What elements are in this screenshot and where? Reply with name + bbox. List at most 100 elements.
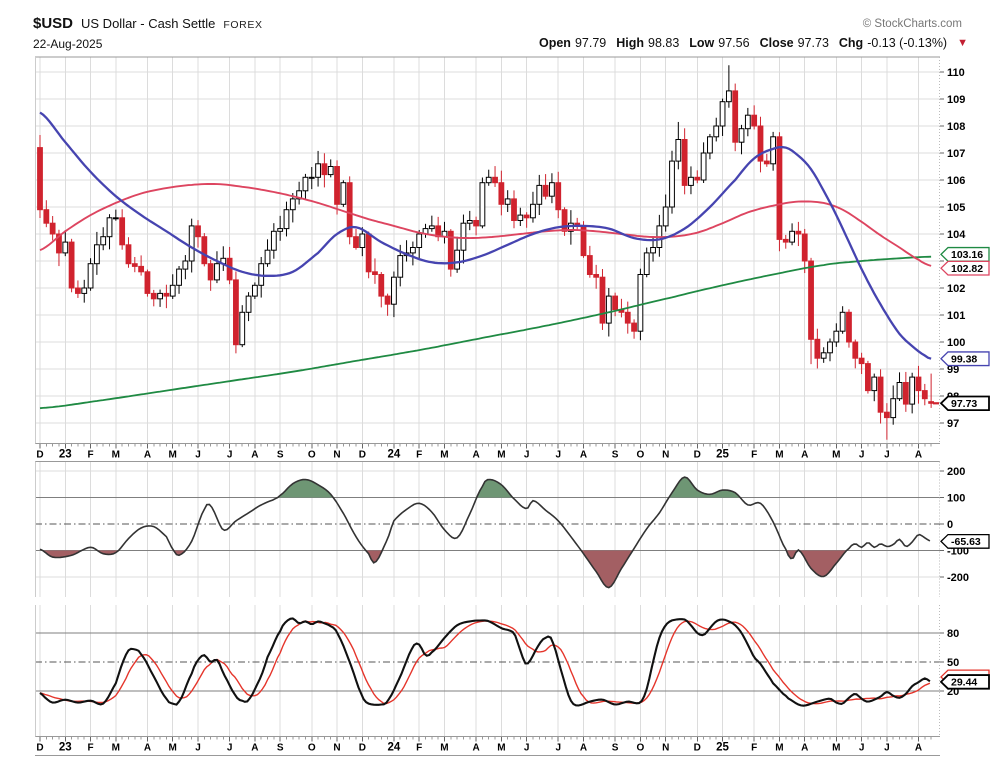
svg-text:D: D: [36, 450, 43, 461]
svg-text:A: A: [580, 743, 587, 754]
svg-text:102: 102: [947, 283, 965, 295]
svg-text:M: M: [775, 450, 783, 461]
svg-text:25: 25: [716, 742, 729, 754]
svg-text:J: J: [859, 450, 865, 461]
svg-text:S: S: [277, 743, 284, 754]
quote-open: Open 97.79: [539, 36, 606, 50]
candlestick-layer: [37, 65, 935, 440]
open-value: 97.79: [574, 36, 607, 50]
svg-text:A: A: [144, 743, 151, 754]
svg-text:99: 99: [947, 364, 959, 376]
svg-text:108: 108: [947, 121, 965, 133]
svg-text:104: 104: [947, 229, 966, 241]
svg-text:23: 23: [59, 449, 72, 461]
svg-text:N: N: [333, 450, 340, 461]
quote-low: Low 97.56: [689, 36, 749, 50]
svg-text:A: A: [915, 743, 922, 754]
svg-text:F: F: [751, 743, 757, 754]
copyright: © StockCharts.com: [862, 18, 962, 30]
svg-text:M: M: [440, 450, 448, 461]
svg-text:D: D: [36, 743, 43, 754]
svg-text:F: F: [416, 450, 422, 461]
svg-text:110: 110: [947, 67, 965, 79]
svg-text:M: M: [169, 743, 177, 754]
x-axis-labels: D D 23 23 F F M M A A M M J J J J A A S S O O N N D D 24 24 F F M M A A M M…: [36, 449, 922, 754]
close-label: Close: [759, 36, 794, 50]
svg-text:S: S: [612, 743, 619, 754]
svg-text:23: 23: [59, 742, 72, 754]
close-value: 97.73: [797, 36, 829, 50]
svg-text:109: 109: [947, 94, 965, 106]
svg-text:S: S: [277, 450, 284, 461]
svg-text:99.38: 99.38: [951, 354, 977, 366]
svg-text:A: A: [580, 450, 587, 461]
svg-text:M: M: [112, 743, 120, 754]
svg-text:A: A: [251, 743, 258, 754]
svg-text:J: J: [524, 450, 530, 461]
svg-text:A: A: [472, 743, 479, 754]
svg-text:S: S: [612, 450, 619, 461]
svg-text:O: O: [308, 743, 316, 754]
open-label: Open: [538, 36, 571, 50]
svg-text:A: A: [472, 450, 479, 461]
svg-text:F: F: [88, 743, 94, 754]
svg-text:107: 107: [947, 148, 965, 160]
svg-text:M: M: [112, 450, 120, 461]
svg-text:D: D: [359, 450, 366, 461]
svg-text:J: J: [884, 450, 890, 461]
svg-text:N: N: [662, 743, 669, 754]
svg-text:J: J: [227, 743, 233, 754]
svg-text:O: O: [637, 743, 645, 754]
low-value: 97.56: [718, 36, 750, 50]
high-label: High: [616, 36, 644, 50]
svg-text:-200: -200: [947, 572, 969, 584]
svg-text:97.73: 97.73: [951, 398, 977, 410]
svg-text:A: A: [801, 743, 808, 754]
stochastic-layer: [39, 617, 931, 707]
down-triangle-icon: ▼: [957, 36, 968, 49]
svg-text:-65.63: -65.63: [951, 536, 981, 548]
symbol: $USD: [33, 15, 74, 32]
svg-text:100: 100: [947, 493, 965, 505]
frame-layer: [35, 56, 940, 756]
grid-layer: [35, 57, 940, 737]
svg-text:A: A: [915, 450, 922, 461]
svg-text:F: F: [88, 450, 94, 461]
symbol-name: US Dollar - Cash Settle: [81, 16, 216, 31]
svg-text:M: M: [440, 743, 448, 754]
svg-text:D: D: [694, 450, 701, 461]
chart-date: 22-Aug-2025: [33, 37, 103, 51]
svg-text:J: J: [524, 743, 530, 754]
svg-text:M: M: [832, 450, 840, 461]
chart-header: $USD US Dollar - Cash Settle FOREX: [33, 15, 263, 32]
svg-text:F: F: [416, 743, 422, 754]
chg-value: -0.13 (-0.13%): [867, 36, 948, 50]
svg-text:97: 97: [947, 418, 959, 430]
svg-text:M: M: [832, 743, 840, 754]
svg-text:J: J: [884, 743, 890, 754]
svg-text:N: N: [333, 743, 340, 754]
svg-text:105: 105: [947, 202, 965, 214]
svg-text:M: M: [169, 450, 177, 461]
svg-text:J: J: [227, 450, 233, 461]
svg-text:100: 100: [947, 337, 965, 349]
svg-text:J: J: [555, 743, 561, 754]
svg-text:M: M: [497, 450, 505, 461]
svg-text:80: 80: [947, 628, 959, 640]
svg-text:0: 0: [947, 519, 953, 531]
svg-text:A: A: [801, 450, 808, 461]
svg-text:103.16: 103.16: [951, 249, 983, 261]
exchange-label: FOREX: [223, 19, 263, 31]
quote-high: High 98.83: [616, 36, 679, 50]
quote-close: Close 97.73: [760, 36, 829, 50]
svg-text:O: O: [308, 450, 316, 461]
svg-text:101: 101: [947, 310, 965, 322]
oscillator-layer: [39, 476, 932, 589]
price-flag-labels: 103.16 102.82 99.38 97.73 -65.63 29.44: [939, 246, 990, 690]
svg-text:24: 24: [388, 742, 401, 754]
svg-text:N: N: [662, 450, 669, 461]
svg-text:A: A: [144, 450, 151, 461]
moving-averages: [39, 111, 939, 410]
svg-text:J: J: [195, 743, 201, 754]
